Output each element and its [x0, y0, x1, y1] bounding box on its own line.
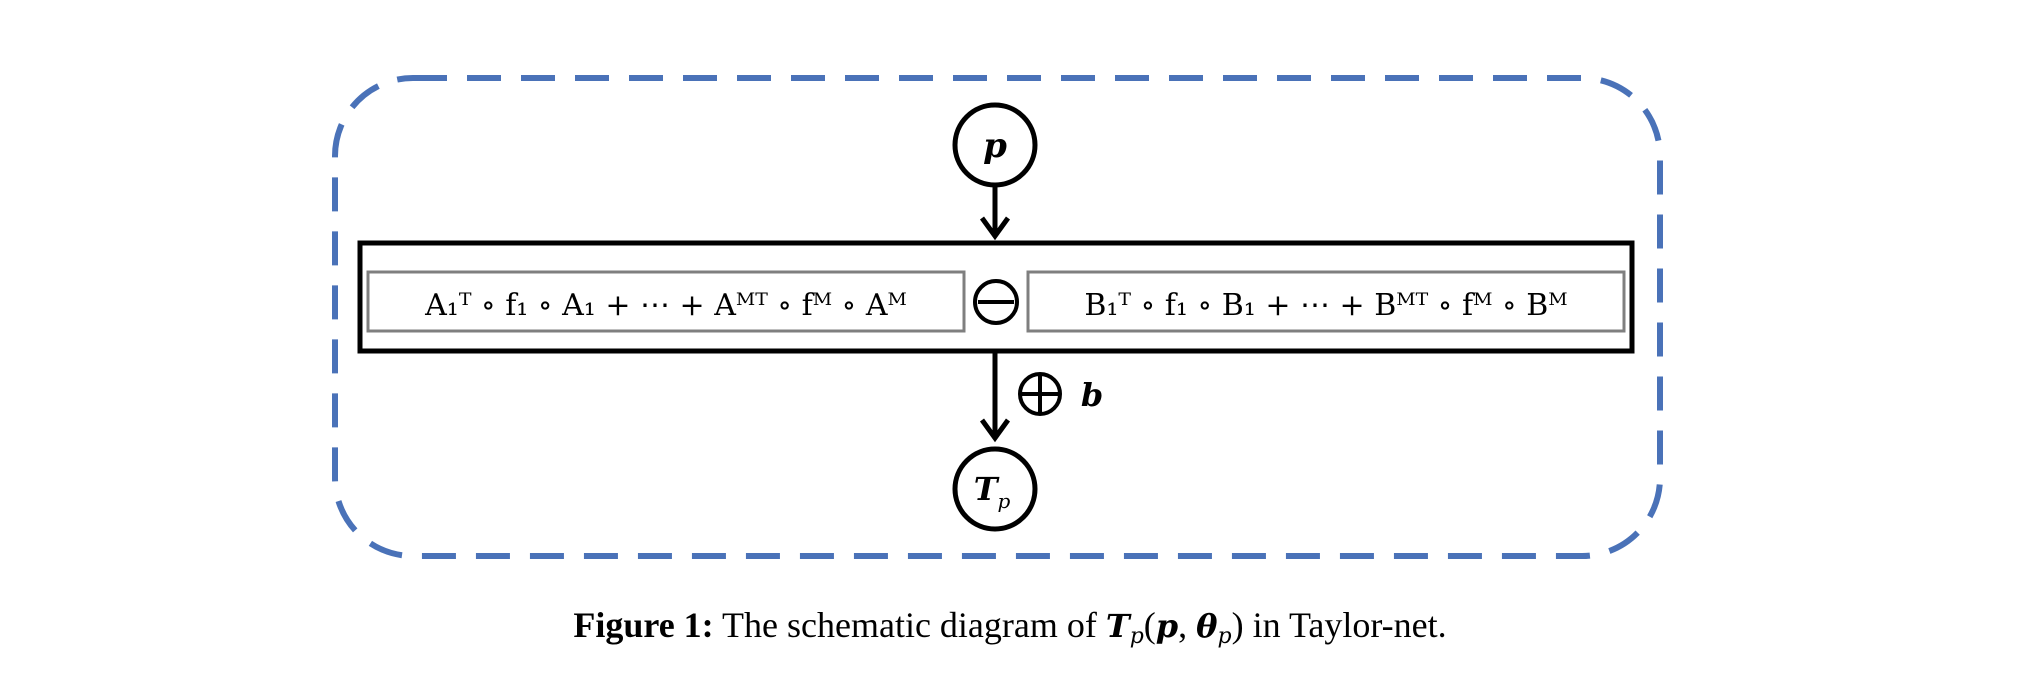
- output-node-sub: p: [998, 489, 1011, 513]
- caption-math-sub: p: [1129, 624, 1144, 649]
- caption-text-before: The schematic diagram of: [722, 605, 1097, 645]
- caption-math-close: ): [1231, 605, 1244, 645]
- bias-label: b: [1081, 376, 1103, 414]
- caption-label: Figure 1:: [573, 605, 714, 645]
- caption-text-after: in Taylor-net.: [1252, 605, 1447, 645]
- input-node: [952, 102, 1038, 188]
- output-node: [952, 446, 1038, 532]
- caption-math-arg2: θ: [1196, 607, 1218, 645]
- caption-math-arg1: p: [1155, 607, 1179, 645]
- output-node-main: T: [974, 470, 1000, 508]
- input-arrow-head: [979, 216, 1011, 241]
- caption-math-main: T: [1105, 607, 1130, 645]
- right-expression: B₁ᵀ ∘ f₁ ∘ B₁ + ⋯ + Bᴹᵀ ∘ fᴹ ∘ Bᴹ: [1084, 288, 1567, 323]
- figure-caption: Figure 1: The schematic diagram of Tp(p,…: [0, 604, 2020, 649]
- right-term-box: [1026, 270, 1626, 333]
- output-node-label: Tp: [974, 470, 1011, 513]
- caption-math-open: (: [1143, 605, 1156, 645]
- caption-math-arg2-sub: p: [1217, 624, 1232, 649]
- caption-math-sep: ,: [1178, 605, 1188, 645]
- output-arrow-head: [979, 418, 1011, 443]
- left-expression: A₁ᵀ ∘ f₁ ∘ A₁ + ⋯ + Aᴹᵀ ∘ fᴹ ∘ Aᴹ: [424, 288, 907, 323]
- left-term-box: [366, 270, 966, 333]
- input-node-label: p: [983, 126, 1007, 166]
- dashed-container: [332, 75, 1663, 559]
